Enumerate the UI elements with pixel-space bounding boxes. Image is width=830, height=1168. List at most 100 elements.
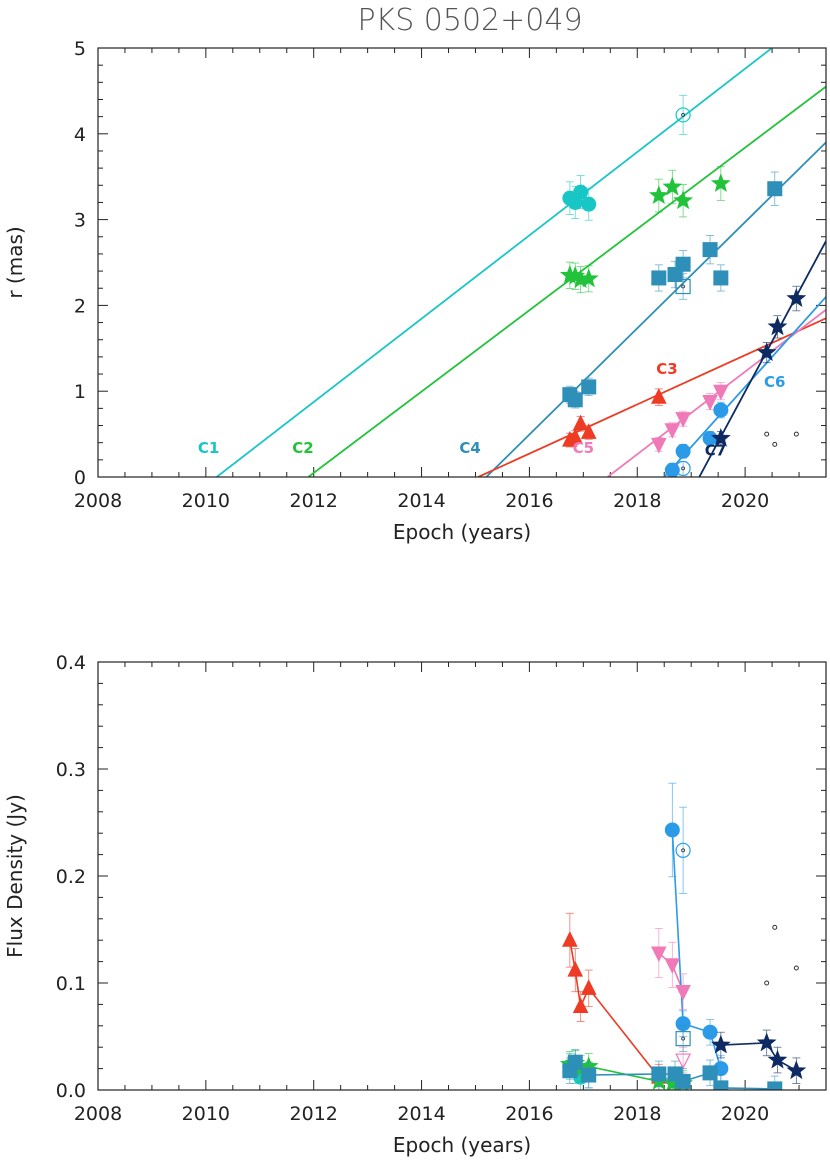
component-label-c5: C5	[573, 439, 594, 457]
data-point	[675, 1031, 691, 1047]
data-point	[572, 997, 589, 1014]
data-point	[675, 985, 691, 1001]
data-point-center	[681, 1036, 685, 1041]
data-point	[581, 1067, 597, 1083]
data-point	[662, 176, 683, 196]
component-label-c6: C6	[764, 373, 785, 391]
x-tick-label: 2008	[74, 1103, 122, 1125]
y-axis-label: r (mas)	[3, 226, 27, 298]
data-point	[675, 443, 691, 459]
x-tick-label: 2010	[182, 490, 230, 512]
x-tick-label: 2008	[74, 490, 122, 512]
y-tick-label: 0	[74, 467, 86, 489]
data-point	[710, 173, 731, 192]
data-point	[767, 1049, 788, 1069]
data-point	[710, 427, 731, 447]
data-point	[713, 1080, 729, 1090]
data-point	[651, 388, 667, 404]
x-axis-label: Epoch (years)	[393, 520, 531, 544]
component-label-c4: C4	[459, 439, 480, 457]
x-tick-label: 2010	[182, 1103, 230, 1125]
data-point-center	[681, 113, 685, 117]
data-point	[675, 1053, 692, 1070]
y-tick-label: 1	[74, 381, 86, 403]
data-point	[567, 428, 584, 445]
radial-distance-panel: 2008 2010 2012 2014 2016 2018 2020 0 1 2 3 4 5 Epoch …	[3, 38, 827, 544]
data-point	[573, 184, 589, 200]
data-point	[756, 342, 777, 362]
data-point	[675, 1073, 691, 1089]
y-tick-label: 2	[74, 295, 86, 317]
data-point	[675, 460, 691, 477]
data-point	[786, 1060, 807, 1080]
data-point	[767, 316, 788, 336]
x-tick-label: 2020	[721, 1103, 769, 1125]
component-label-c2: C2	[292, 439, 313, 457]
flux-density-panel: 2008 2010 2012 2014 2016 2018 2020 0.0 0.1 0.2 0.3…	[3, 652, 827, 1157]
y-tick-label: 0.4	[56, 652, 86, 674]
data-point	[675, 107, 691, 123]
data-point	[713, 270, 729, 286]
data-point-center	[681, 466, 685, 471]
x-tick-label: 2018	[613, 1103, 661, 1125]
y-axis-label: Flux Density (Jy)	[3, 794, 27, 958]
data-point	[675, 278, 691, 295]
data-point	[793, 431, 799, 437]
component-label-c7: C7	[705, 442, 726, 460]
data-point	[581, 379, 597, 395]
y-tick-label: 0.3	[56, 759, 86, 781]
chart-title: PKS 0502+049	[357, 3, 582, 38]
data-point	[664, 822, 680, 838]
error-bar	[679, 461, 688, 476]
y-tick-label: 3	[74, 210, 86, 232]
data-point	[764, 431, 770, 437]
y-tick-label: 4	[74, 124, 86, 146]
x-tick-label: 2014	[397, 490, 445, 512]
data-point	[664, 423, 681, 439]
data-point	[772, 441, 778, 447]
data-point	[664, 958, 681, 974]
data-point	[580, 979, 597, 995]
data-point	[764, 980, 770, 986]
component-label-c1: C1	[198, 439, 219, 457]
data-point	[567, 1054, 583, 1070]
x-tick-label: 2012	[290, 490, 338, 512]
data-point	[648, 185, 669, 205]
data-point	[702, 242, 718, 258]
fit-line-c6	[663, 296, 826, 477]
data-point	[793, 965, 799, 971]
data-point	[651, 1066, 667, 1082]
data-point	[675, 842, 691, 858]
x-tick-label: 2018	[613, 490, 661, 512]
fit-line-c4	[485, 141, 826, 477]
data-point	[567, 392, 583, 408]
data-point	[675, 256, 691, 272]
data-point	[581, 196, 597, 212]
x-tick-label: 2020	[721, 490, 769, 512]
data-point	[713, 384, 729, 401]
y-tick-label: 5	[74, 38, 86, 60]
plot-area	[559, 782, 807, 1090]
fit-line-c2	[307, 85, 826, 477]
data-point-center	[681, 284, 685, 289]
plot-frame	[97, 47, 827, 478]
data-point	[578, 268, 599, 288]
x-tick-label: 2016	[505, 1103, 553, 1125]
x-tick-label: 2014	[397, 1103, 445, 1125]
x-tick-label: 2016	[505, 490, 553, 512]
data-point	[702, 394, 718, 411]
data-point	[580, 423, 597, 439]
data-point	[651, 437, 667, 454]
plot-area	[216, 48, 826, 477]
x-tick-label: 2012	[290, 1103, 338, 1125]
fit-line-c3	[477, 317, 826, 477]
error-bar	[679, 806, 688, 894]
error-bar	[679, 273, 688, 300]
data-point	[713, 402, 729, 418]
data-point	[786, 288, 807, 307]
data-point	[567, 961, 584, 977]
data-point	[767, 1081, 783, 1090]
data-point	[702, 1065, 718, 1081]
y-tick-label: 0.1	[56, 973, 86, 995]
